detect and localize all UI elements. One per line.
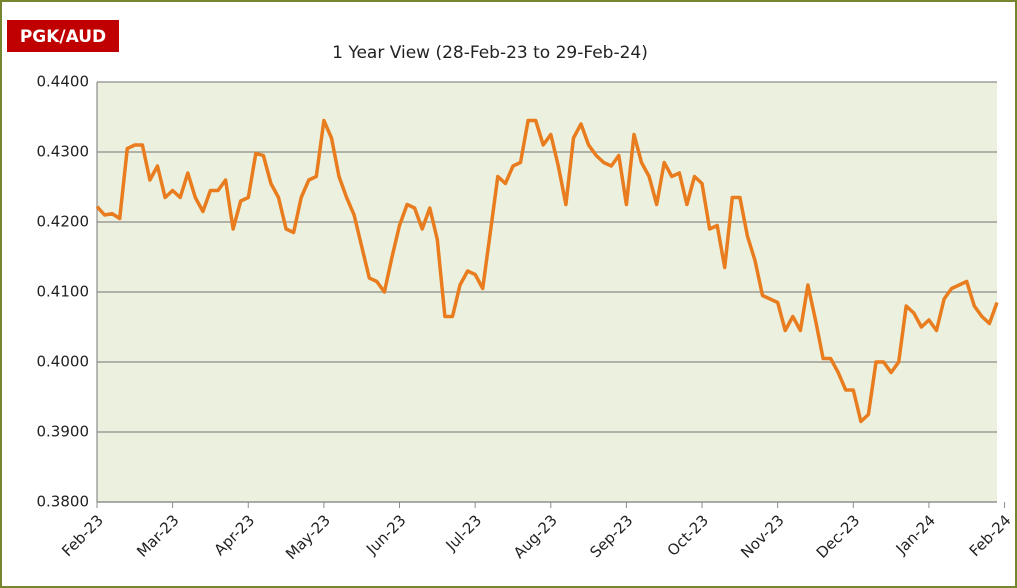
data-line: [95, 118, 999, 424]
y-tick-label: 0.4300: [37, 143, 90, 161]
y-tick-label: 0.4100: [37, 283, 90, 301]
chart-title: 1 Year View (28-Feb-23 to 29-Feb-24): [332, 43, 648, 63]
badge-box: [7, 20, 119, 52]
y-tick-label: 0.3800: [37, 493, 90, 511]
y-tick-label: 0.4000: [37, 353, 90, 371]
y-tick-label: 0.4200: [37, 213, 90, 231]
badge: PGK/AUD: [20, 27, 106, 47]
y-tick-label: 0.3900: [37, 423, 90, 441]
y-tick-label: 0.4400: [37, 73, 90, 91]
